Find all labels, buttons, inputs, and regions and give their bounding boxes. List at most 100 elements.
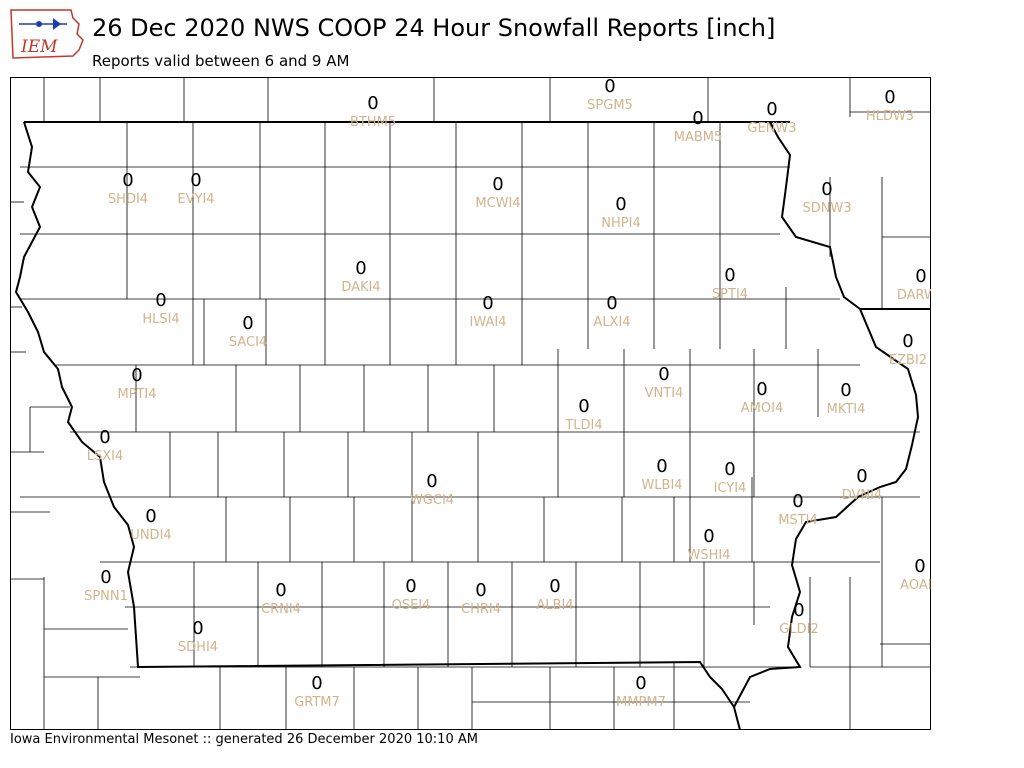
snowfall-value: 0 xyxy=(367,93,378,114)
logo-text: IEM xyxy=(20,37,58,57)
station-id-label: UNDI4 xyxy=(130,528,171,543)
station-id-label: BTHM5 xyxy=(350,115,396,130)
station-id-label: WLBI4 xyxy=(641,478,682,493)
station-id-label: SACI4 xyxy=(229,335,267,350)
state-boundaries xyxy=(14,121,931,730)
snowfall-value: 0 xyxy=(155,290,166,311)
snowfall-value: 0 xyxy=(821,179,832,200)
station-id-label: VNTI4 xyxy=(645,386,684,401)
station-id-label: ALBI4 xyxy=(536,598,573,613)
station-id-label: MSTI4 xyxy=(778,513,818,528)
snowfall-value: 0 xyxy=(275,580,286,601)
station-id-label: EVYI4 xyxy=(177,192,214,207)
station-id-label: IWAI4 xyxy=(470,315,507,330)
snowfall-value: 0 xyxy=(635,673,646,694)
snowfall-value: 0 xyxy=(242,313,253,334)
station-id-label: ICYI4 xyxy=(714,481,747,496)
snowfall-value: 0 xyxy=(492,174,503,195)
snowfall-value: 0 xyxy=(915,266,926,287)
station-id-label: HLSI4 xyxy=(142,312,179,327)
station-id-label: SPGM5 xyxy=(587,98,633,113)
snowfall-value: 0 xyxy=(703,526,714,547)
snowfall-value: 0 xyxy=(756,379,767,400)
station-id-label: AMOI4 xyxy=(741,401,783,416)
snowfall-value: 0 xyxy=(482,293,493,314)
snowfall-value: 0 xyxy=(658,364,669,385)
snowfall-value: 0 xyxy=(884,87,895,108)
station-id-label: OSEI4 xyxy=(392,598,431,613)
snowfall-value: 0 xyxy=(604,77,615,97)
snowfall-value: 0 xyxy=(840,380,851,401)
station-id-label: NHPI4 xyxy=(601,216,640,231)
station-id-label: CRNI4 xyxy=(261,602,301,617)
station-id-label: WSHI4 xyxy=(688,548,731,563)
station-id-label: GRTM7 xyxy=(294,695,340,710)
snowfall-value: 0 xyxy=(615,194,626,215)
map-title: 26 Dec 2020 NWS COOP 24 Hour Snowfall Re… xyxy=(92,14,776,42)
station-id-label: EZBI2 xyxy=(889,353,927,368)
iem-logo: IEM xyxy=(10,9,84,59)
station-id-label: ALXI4 xyxy=(593,315,630,330)
snowfall-value: 0 xyxy=(311,673,322,694)
snowfall-value: 0 xyxy=(578,396,589,417)
station-id-label: HLDW3 xyxy=(866,109,914,124)
snowfall-value: 0 xyxy=(100,567,111,588)
station-id-label: DARW3 xyxy=(897,288,931,303)
snowfall-value: 0 xyxy=(724,459,735,480)
station-id-label: WGCI4 xyxy=(410,493,454,508)
station-id-label: GLDI2 xyxy=(779,622,818,637)
snowfall-value: 0 xyxy=(131,365,142,386)
snowfall-value: 0 xyxy=(766,99,777,120)
snowfall-value: 0 xyxy=(914,556,925,577)
snowfall-value: 0 xyxy=(192,618,203,639)
county-boundaries xyxy=(10,77,931,730)
snowfall-value: 0 xyxy=(856,466,867,487)
station-aoai2: 0AOAI2 xyxy=(900,556,931,593)
station-id-label: SPTI4 xyxy=(712,287,748,302)
snowfall-value: 0 xyxy=(549,576,560,597)
station-id-label: MKTI4 xyxy=(827,402,866,417)
station-id-label: SDHI4 xyxy=(178,640,218,655)
snowfall-value: 0 xyxy=(355,258,366,279)
station-id-label: MPTI4 xyxy=(117,387,156,402)
snowfall-map: 0BTHM50SPGM50MABM50GENW30HLDW30SHDI40EVY… xyxy=(10,77,931,730)
snowfall-value: 0 xyxy=(405,576,416,597)
station-id-label: MMPM7 xyxy=(616,695,666,710)
snowfall-value: 0 xyxy=(792,491,803,512)
station-id-label: DVNI4 xyxy=(842,488,883,503)
station-id-label: GENW3 xyxy=(747,121,796,136)
footer-credit: Iowa Environmental Mesonet :: generated … xyxy=(10,732,478,747)
station-id-label: DAKI4 xyxy=(341,280,380,295)
snowfall-value: 0 xyxy=(656,456,667,477)
snowfall-value: 0 xyxy=(99,427,110,448)
snowfall-value: 0 xyxy=(692,108,703,129)
